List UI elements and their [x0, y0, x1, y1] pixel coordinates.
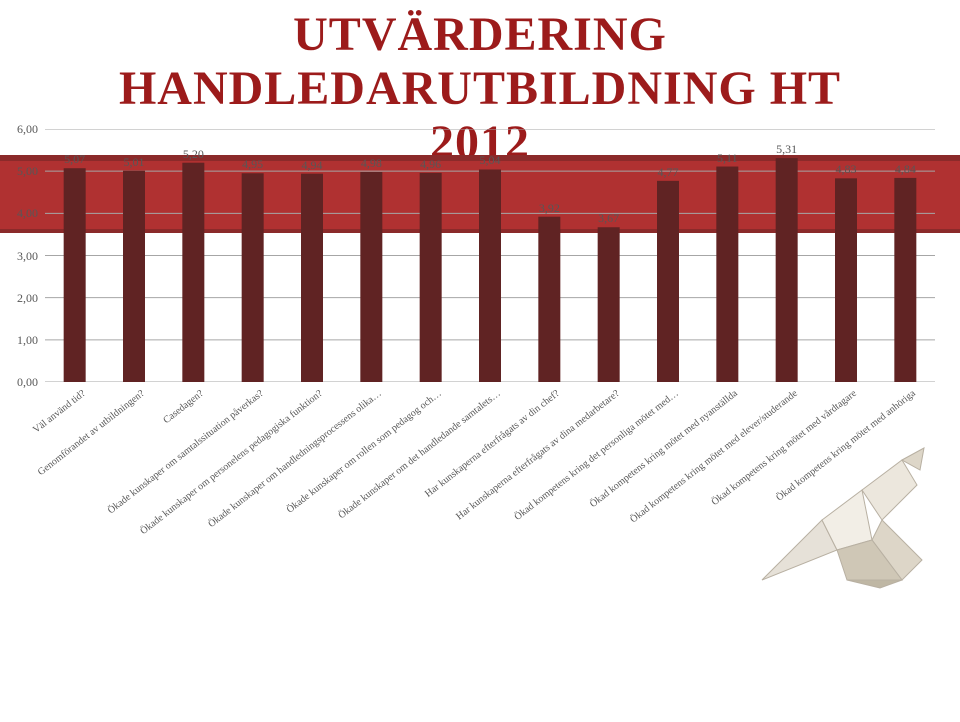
bar-value: 3,92 [524, 201, 574, 216]
bar [657, 181, 679, 382]
bar-value: 4,84 [880, 162, 930, 177]
bar [182, 163, 204, 382]
bar [598, 227, 620, 382]
bar [894, 178, 916, 382]
y-tick-label: 5,00 [4, 164, 38, 179]
bar-value: 5,04 [465, 153, 515, 168]
bar-value: 4,83 [821, 162, 871, 177]
bar-value: 4,96 [406, 157, 456, 172]
bar-value: 4,77 [643, 165, 693, 180]
bar-value: 5,31 [762, 142, 812, 157]
title-line-1: UTVÄRDERING [0, 8, 960, 62]
bar [716, 167, 738, 382]
bar [123, 171, 145, 382]
bar [835, 178, 857, 382]
bar-value: 4,98 [346, 156, 396, 171]
x-tick-label: Casedagen? [162, 388, 206, 426]
bar-value: 5,01 [109, 155, 159, 170]
y-tick-label: 0,00 [4, 375, 38, 390]
bar [479, 169, 501, 382]
bar [538, 217, 560, 382]
bar-value: 4,94 [287, 158, 337, 173]
bar [420, 173, 442, 382]
bar-value: 4,95 [228, 157, 278, 172]
bar [776, 158, 798, 382]
bar-value: 3,67 [584, 211, 634, 226]
y-tick-label: 1,00 [4, 333, 38, 348]
bar-value: 5,07 [50, 152, 100, 167]
bar [242, 173, 264, 382]
bar-value: 5,11 [702, 151, 752, 166]
chart-slide: UTVÄRDERING HANDLEDARUTBILDNING HT 2012 … [0, 0, 960, 722]
x-tick-label: Genomförandet av utbildningen? [36, 388, 147, 478]
bar [360, 172, 382, 382]
bar [301, 174, 323, 382]
title-line-2: HANDLEDARUTBILDNING HT [0, 62, 960, 116]
bar-value: 5,20 [168, 147, 218, 162]
x-tick-label: Väl använd tid? [31, 388, 88, 436]
y-tick-label: 6,00 [4, 122, 38, 137]
bar [64, 168, 86, 382]
y-tick-label: 2,00 [4, 291, 38, 306]
y-tick-label: 4,00 [4, 206, 38, 221]
origami-crane-icon [752, 430, 952, 590]
chart-bars [64, 158, 917, 382]
y-tick-label: 3,00 [4, 249, 38, 264]
